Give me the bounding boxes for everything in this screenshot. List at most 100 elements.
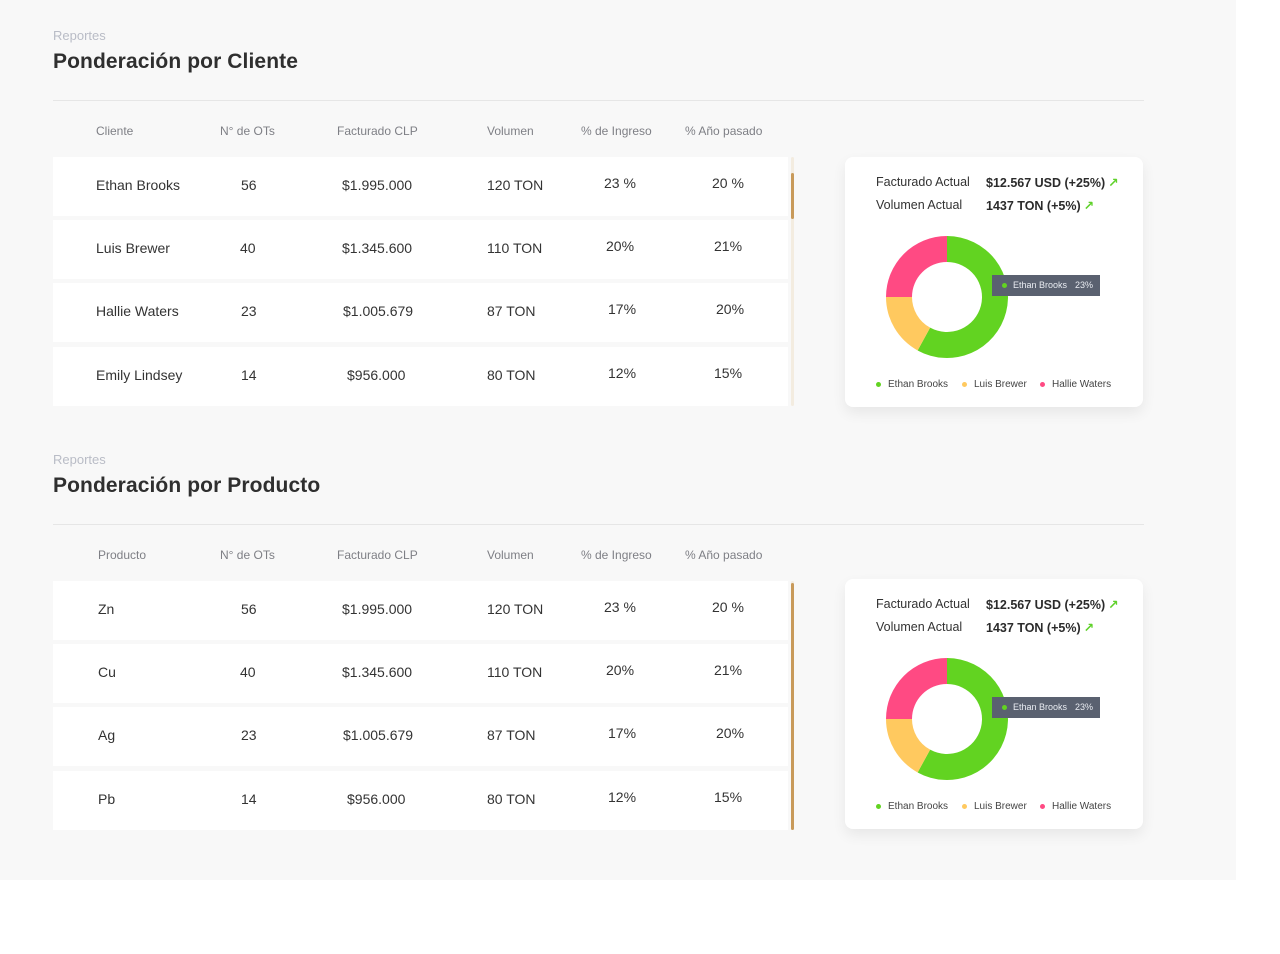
cell-name: Cu <box>98 664 116 680</box>
cell-volumen: 110 TON <box>487 240 543 256</box>
facturado-label: Facturado Actual <box>876 175 970 189</box>
cell-ano-pasado: 20 % <box>712 599 744 615</box>
col-header-ots[interactable]: N° de OTs <box>220 548 275 562</box>
divider <box>53 100 1144 101</box>
table-row[interactable]: Cu 40 $1.345.600 110 TON 20% 21% <box>53 644 788 703</box>
cell-ano-pasado: 20% <box>716 725 745 741</box>
legend-dot <box>1040 804 1045 809</box>
summary-card: Facturado Actual $12.567 USD (+25%) ↗ Vol… <box>845 157 1143 407</box>
divider <box>53 524 1144 525</box>
legend-dot <box>1040 382 1045 387</box>
arrow-up-right-icon: ↗ <box>1108 598 1119 612</box>
table-header: Producto N° de OTs Facturado CLP Volumen… <box>53 548 793 568</box>
legend-dot <box>962 382 967 387</box>
section-title: Ponderación por Cliente <box>53 50 298 73</box>
cell-facturado: $1.995.000 <box>342 601 413 617</box>
col-header-ots[interactable]: N° de OTs <box>220 124 275 138</box>
volumen-label: Volumen Actual <box>876 620 963 634</box>
col-header-ingreso[interactable]: % de Ingreso <box>581 124 652 138</box>
table-row[interactable]: Zn 56 $1.995.000 120 TON 23 % 20 % <box>53 581 788 640</box>
cell-name: Zn <box>98 601 115 617</box>
cell-ots: 14 <box>241 367 257 383</box>
facturado-label: Facturado Actual <box>876 597 970 611</box>
col-header-ingreso[interactable]: % de Ingreso <box>581 548 652 562</box>
col-header-cliente[interactable]: Cliente <box>96 124 134 138</box>
facturado-value: $12.567 USD (+25%) ↗ <box>986 598 1119 612</box>
volumen-value: 1437 TON (+5%) ↗ <box>986 621 1095 635</box>
cell-facturado: $956.000 <box>347 367 406 383</box>
scrollbar-thumb[interactable] <box>791 173 794 219</box>
cell-volumen: 87 TON <box>487 303 536 319</box>
col-header-ano-pasado[interactable]: % Año pasado <box>685 124 763 138</box>
cell-ingreso: 23 % <box>604 599 636 615</box>
table-row[interactable]: Ag 23 $1.005.679 87 TON 17% 20% <box>53 707 788 766</box>
donut-chart[interactable] <box>885 235 1009 359</box>
cell-ots: 56 <box>241 177 257 193</box>
cell-name: Emily Lindsey <box>96 367 183 383</box>
cell-ots: 14 <box>241 791 257 807</box>
col-header-ano-pasado[interactable]: % Año pasado <box>685 548 763 562</box>
donut-chart[interactable] <box>885 657 1009 781</box>
table-scrollbar[interactable] <box>791 581 794 830</box>
slice-ethan-brooks[interactable] <box>917 236 1008 358</box>
legend-label: Luis Brewer <box>974 801 1027 812</box>
col-header-facturado[interactable]: Facturado CLP <box>337 548 418 562</box>
legend-label: Ethan Brooks <box>888 379 949 390</box>
cell-name: Pb <box>98 791 116 807</box>
chart-tooltip: Ethan Brooks 23% <box>992 697 1100 718</box>
cell-ots: 40 <box>240 240 256 256</box>
cell-ots: 56 <box>241 601 257 617</box>
slice-ethan-brooks[interactable] <box>917 658 1008 780</box>
table-row[interactable]: Pb 14 $956.000 80 TON 12% 15% <box>53 771 788 830</box>
table-row[interactable]: Hallie Waters 23 $1.005.679 87 TON 17% 2… <box>53 283 788 342</box>
arrow-up-right-icon: ↗ <box>1083 621 1095 635</box>
slice-hallie-waters[interactable] <box>886 658 947 719</box>
col-header-facturado[interactable]: Facturado CLP <box>337 124 418 138</box>
table-row[interactable]: Emily Lindsey 14 $956.000 80 TON 12% 15% <box>53 347 788 406</box>
section-eyebrow: Reportes <box>53 28 106 43</box>
cell-ingreso: 20% <box>606 662 635 678</box>
cell-name: Ag <box>98 727 116 743</box>
cell-volumen: 120 TON <box>487 177 544 193</box>
tooltip-name: Ethan Brooks <box>1013 702 1068 712</box>
table-row[interactable]: Ethan Brooks 56 $1.995.000 120 TON 23 % … <box>53 157 788 216</box>
slice-luis-brewer[interactable] <box>886 719 931 773</box>
cell-ano-pasado: 20% <box>716 301 745 317</box>
volumen-value: 1437 TON (+5%) ↗ <box>986 199 1095 213</box>
cell-volumen: 110 TON <box>487 664 543 680</box>
col-header-producto[interactable]: Producto <box>98 548 147 562</box>
facturado-value: $12.567 USD (+25%) ↗ <box>986 176 1119 190</box>
cell-name: Hallie Waters <box>96 303 179 319</box>
cell-facturado: $956.000 <box>347 791 406 807</box>
cell-volumen: 80 TON <box>487 791 536 807</box>
table-row[interactable]: Luis Brewer 40 $1.345.600 110 TON 20% 21… <box>53 220 788 279</box>
tooltip-name: Ethan Brooks <box>1013 280 1068 290</box>
scrollbar-thumb[interactable] <box>791 583 794 830</box>
cell-ingreso: 23 % <box>604 175 636 191</box>
slice-luis-brewer[interactable] <box>886 297 931 351</box>
cell-facturado: $1.995.000 <box>342 177 413 193</box>
cell-ano-pasado: 21% <box>714 662 743 678</box>
volumen-label: Volumen Actual <box>876 198 963 212</box>
cell-ano-pasado: 20 % <box>712 175 744 191</box>
col-header-volumen[interactable]: Volumen <box>487 124 534 138</box>
legend-dot <box>962 804 967 809</box>
slice-hallie-waters[interactable] <box>886 236 947 297</box>
cell-volumen: 80 TON <box>487 367 536 383</box>
tooltip-pct: 23% <box>1074 702 1093 712</box>
legend-label: Hallie Waters <box>1052 379 1112 390</box>
cell-ots: 23 <box>241 303 257 319</box>
cell-facturado: $1.005.679 <box>343 303 414 319</box>
col-header-volumen[interactable]: Volumen <box>487 548 534 562</box>
arrow-up-right-icon: ↗ <box>1108 176 1119 190</box>
cell-facturado: $1.345.600 <box>342 664 413 680</box>
table-header: Cliente N° de OTs Facturado CLP Volumen … <box>53 124 793 144</box>
summary-card: Facturado Actual $12.567 USD (+25%) ↗ Vol… <box>845 579 1143 829</box>
cell-ots: 23 <box>241 727 257 743</box>
cell-ingreso: 12% <box>608 365 637 381</box>
legend-label: Ethan Brooks <box>888 801 949 812</box>
reports-page: Reportes Ponderación por Cliente Cliente… <box>53 28 1144 830</box>
table-scrollbar[interactable] <box>791 157 794 406</box>
cell-name: Luis Brewer <box>96 240 170 256</box>
legend-label: Hallie Waters <box>1052 801 1112 812</box>
